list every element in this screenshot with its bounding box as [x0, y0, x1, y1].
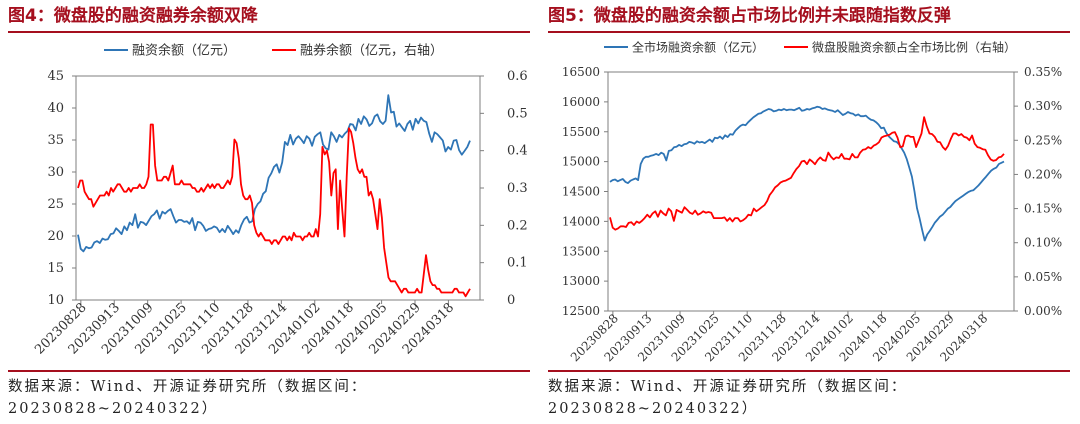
- legend-label: 全市场融资余额（亿元）: [632, 40, 764, 55]
- left-axis-tick-label: 16000: [562, 95, 600, 109]
- figure-5-panel: 图5：微盘股的融资余额占市场比例并未跟随指数反弹 12500 13000 13500…: [548, 0, 1078, 424]
- left-axis-tick-label: 35: [47, 133, 64, 148]
- left-axis-tick-label: 30: [47, 165, 64, 180]
- figure-4-source: 数据来源：Wind、开源证券研究所（数据区间： 20230828~2024032…: [8, 376, 528, 420]
- left-axis-tick-label: 15: [47, 261, 64, 276]
- left-axis-tick-label: 25: [47, 197, 64, 212]
- right-axis-tick-label: 0: [507, 293, 515, 308]
- series-line-right-axis: [609, 116, 1005, 231]
- figure-4-panel: 图4：微盘股的融资融券余额双降 10 15 20 25 30 35 40 45 0 0.1 0.2 0…: [8, 0, 538, 424]
- figure-4-chart: 101520253035404500.10.20.30.40.50.620230…: [32, 43, 528, 358]
- legend-label: 微盘股融资余额占全市场比例（右轴）: [812, 40, 1016, 55]
- figure-5-source: 数据来源：Wind、开源证券研究所（数据区间： 20230828~2024032…: [548, 376, 1068, 420]
- figure-5-chart: 12500 13000 13500 14000 14500 15000 15500 16000…: [562, 40, 1062, 365]
- right-axis-tick-label: 0.4: [507, 144, 528, 159]
- title-rule: [548, 31, 1070, 33]
- plot-frame: [607, 71, 1015, 312]
- left-axis-tick-label: 16500: [562, 65, 600, 79]
- left-axis-tick-label: 13000: [562, 274, 600, 288]
- right-axis-tick-label: 0.1: [507, 256, 528, 271]
- left-axis-tick-label: 10: [47, 293, 64, 308]
- source-line-1: 数据来源：Wind、开源证券研究所（数据区间：: [8, 379, 368, 395]
- right-axis-tick-label: 0.05%: [1024, 270, 1062, 284]
- left-axis-tick-label: 15000: [562, 155, 600, 169]
- left-axis-tick-label: 20: [47, 229, 64, 244]
- title-rule: [8, 31, 530, 33]
- left-axis-tick-label: 14000: [562, 214, 600, 228]
- right-axis-tick-label: 0.3: [507, 181, 528, 196]
- left-axis-tick-label: 13500: [562, 244, 600, 258]
- series-line-left-axis: [609, 105, 1005, 242]
- right-axis-tick-label: 0.15%: [1024, 202, 1062, 216]
- source-line-2: 20230828~20240322）: [8, 401, 219, 417]
- right-axis-tick-label: 0.35%: [1024, 65, 1062, 79]
- right-axis-tick-label: 0.25%: [1024, 133, 1062, 147]
- legend-label: 融资余额（亿元）: [132, 43, 236, 59]
- series-line-right-axis: [77, 123, 471, 298]
- left-axis-tick-label: 45: [47, 69, 64, 84]
- right-axis-tick-label: 0.10%: [1024, 236, 1062, 250]
- series-line-left-axis: [77, 94, 471, 253]
- right-axis-tick-label: 0.2: [507, 218, 528, 233]
- left-axis-tick-label: 40: [47, 101, 64, 116]
- right-axis-tick-label: 0.20%: [1024, 167, 1062, 181]
- right-axis-tick-label: 0.5: [507, 106, 528, 121]
- left-axis-tick-label: 15500: [562, 125, 600, 139]
- source-line-2: 20230828~20240322）: [548, 401, 759, 417]
- right-axis-tick-label: 0.30%: [1024, 99, 1062, 113]
- right-axis-tick-label: 0.6: [507, 69, 528, 84]
- left-axis-tick-label: 12500: [562, 304, 600, 318]
- legend-label: 融券余额（亿元，右轴）: [300, 43, 443, 59]
- figure-4-title: 图4：微盘股的融资融券余额双降: [8, 6, 258, 26]
- source-rule: [548, 370, 1070, 372]
- right-axis-tick-label: 0.00%: [1024, 304, 1062, 318]
- figure-5-title: 图5：微盘股的融资余额占市场比例并未跟随指数反弹: [548, 6, 951, 26]
- left-axis-tick-label: 14500: [562, 185, 600, 199]
- source-line-1: 数据来源：Wind、开源证券研究所（数据区间：: [548, 379, 908, 395]
- source-rule: [8, 370, 530, 372]
